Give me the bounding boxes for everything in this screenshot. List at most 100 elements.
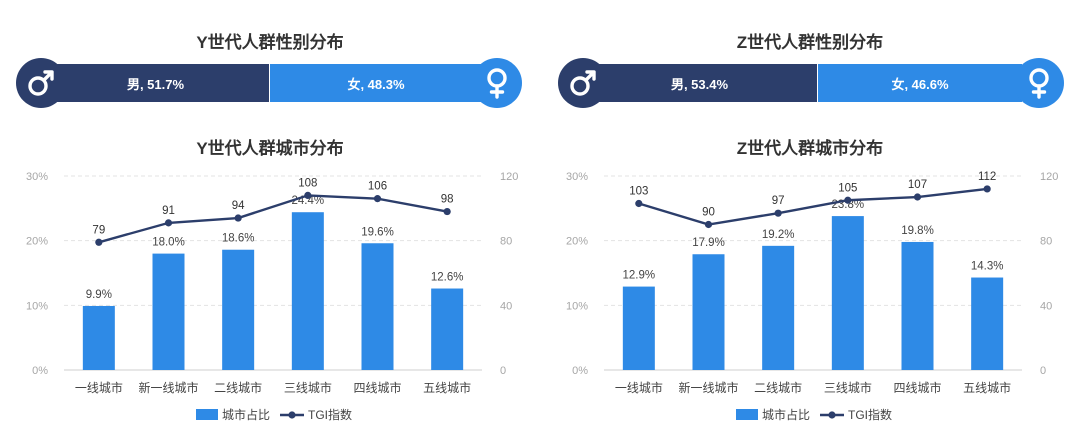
tgi-value-label: 108 xyxy=(298,177,317,189)
category-label: 新一线城市 xyxy=(138,380,198,395)
bar xyxy=(692,254,725,370)
tgi-point xyxy=(913,193,922,201)
legend-line-marker xyxy=(288,411,296,419)
bar-value-label: 9.9% xyxy=(86,289,112,301)
category-label: 一线城市 xyxy=(75,380,123,395)
male-share-label: 男, 51.7% xyxy=(126,76,185,92)
tgi-value-label: 112 xyxy=(978,171,996,183)
city-distribution-title: Z世代人群城市分布 xyxy=(736,139,884,158)
bar xyxy=(971,277,1004,370)
bar xyxy=(762,245,795,370)
female-share-segment: 女, 48.3% xyxy=(270,64,482,102)
tgi-value-label: 106 xyxy=(368,181,387,193)
bar-value-label: 18.6% xyxy=(222,233,255,245)
tgi-point xyxy=(704,220,713,229)
tgi-value-label: 97 xyxy=(772,195,785,207)
right-axis-tick-label: 80 xyxy=(500,236,512,248)
legend-line-label: TGI指数 xyxy=(848,407,892,422)
legend-bar-swatch xyxy=(196,409,218,420)
gender-share-bar: 男, 51.7% 女, 48.3% xyxy=(42,64,482,102)
tgi-point xyxy=(234,214,242,222)
category-label: 二线城市 xyxy=(214,380,262,395)
left-axis-tick-label: 30% xyxy=(566,171,588,183)
bar xyxy=(291,212,324,370)
tgi-value-label: 94 xyxy=(232,200,245,212)
female-symbol-icon xyxy=(472,58,522,108)
tgi-point xyxy=(164,219,173,227)
male-share-segment: 男, 53.4% xyxy=(582,64,817,102)
tgi-point xyxy=(635,199,643,208)
male-symbol-icon xyxy=(16,58,66,108)
bar xyxy=(831,216,864,370)
female-share-label: 女, 48.3% xyxy=(347,76,405,92)
male-symbol-icon xyxy=(558,58,608,108)
bar-value-label: 12.6% xyxy=(431,272,464,284)
bar-value-label: 17.9% xyxy=(692,237,725,249)
tgi-value-label: 103 xyxy=(629,185,648,197)
z-generation-panel: Z世代人群性别分布 男, 53.4% 女, 46.6% Z世代人群城市分布 0%… xyxy=(540,0,1080,438)
tgi-value-label: 105 xyxy=(838,182,857,194)
left-axis-tick-label: 30% xyxy=(26,171,48,183)
bar xyxy=(901,241,934,370)
right-axis-tick-label: 0 xyxy=(1040,365,1046,377)
tgi-point xyxy=(95,238,103,246)
left-axis-tick-label: 20% xyxy=(566,236,588,248)
tgi-value-label: 79 xyxy=(92,224,105,236)
tgi-point xyxy=(844,196,852,204)
tgi-value-label: 91 xyxy=(162,205,175,217)
tgi-line xyxy=(98,194,448,244)
tgi-value-label: 107 xyxy=(908,179,927,191)
right-axis-tick-label: 80 xyxy=(1040,236,1052,248)
category-label: 五线城市 xyxy=(963,380,1011,395)
right-axis-tick-label: 0 xyxy=(500,365,506,377)
category-label: 一线城市 xyxy=(615,380,663,395)
category-label: 二线城市 xyxy=(754,380,802,395)
right-axis-tick-label: 120 xyxy=(500,171,518,183)
tgi-value-label: 90 xyxy=(702,207,715,219)
bar xyxy=(222,249,255,370)
category-label: 四线城市 xyxy=(353,380,401,395)
category-label: 三线城市 xyxy=(824,380,872,395)
legend-bar-swatch xyxy=(736,409,758,420)
right-axis-tick-label: 40 xyxy=(500,300,512,312)
category-label: 五线城市 xyxy=(423,380,471,395)
bar xyxy=(622,286,655,370)
left-axis-tick-label: 0% xyxy=(572,365,588,377)
gender-distribution-title: Z世代人群性别分布 xyxy=(736,33,884,52)
bar xyxy=(152,253,185,370)
left-axis-tick-label: 20% xyxy=(26,236,48,248)
bar-value-label: 19.2% xyxy=(762,229,795,241)
gender-share-bar: 男, 53.4% 女, 46.6% xyxy=(582,64,1022,102)
bar xyxy=(431,288,464,370)
tgi-value-label: 98 xyxy=(441,194,454,206)
male-share-segment: 男, 51.7% xyxy=(42,64,269,102)
legend-line-label: TGI指数 xyxy=(308,407,352,422)
category-label: 新一线城市 xyxy=(678,380,738,395)
bar-value-label: 14.3% xyxy=(971,261,1004,273)
tgi-point xyxy=(443,207,451,216)
tgi-point xyxy=(983,185,991,193)
category-label: 四线城市 xyxy=(893,380,941,395)
bar-value-label: 19.6% xyxy=(361,226,394,238)
bar-value-label: 19.8% xyxy=(901,225,934,237)
right-axis-tick-label: 120 xyxy=(1040,171,1058,183)
legend-bar-label: 城市占比 xyxy=(762,407,810,422)
female-share-label: 女, 46.6% xyxy=(891,76,949,92)
left-axis-tick-label: 10% xyxy=(26,300,48,312)
bar-value-label: 12.9% xyxy=(623,270,656,282)
tgi-line xyxy=(638,187,988,226)
legend-line-marker xyxy=(828,411,836,419)
female-share-segment: 女, 46.6% xyxy=(818,64,1022,102)
left-axis-tick-label: 10% xyxy=(566,300,588,312)
category-label: 三线城市 xyxy=(284,380,332,395)
female-symbol-icon xyxy=(1014,58,1064,108)
gender-distribution-title: Y世代人群性别分布 xyxy=(196,33,344,52)
male-share-label: 男, 53.4% xyxy=(670,76,729,92)
right-axis-tick-label: 40 xyxy=(1040,300,1052,312)
tgi-point xyxy=(774,209,782,217)
y-generation-panel: Y世代人群性别分布 男, 51.7% 女, 48.3% Y世代人群城市分布 0%… xyxy=(16,33,522,422)
left-axis-tick-label: 0% xyxy=(32,365,48,377)
city-distribution-title: Y世代人群城市分布 xyxy=(196,139,344,158)
